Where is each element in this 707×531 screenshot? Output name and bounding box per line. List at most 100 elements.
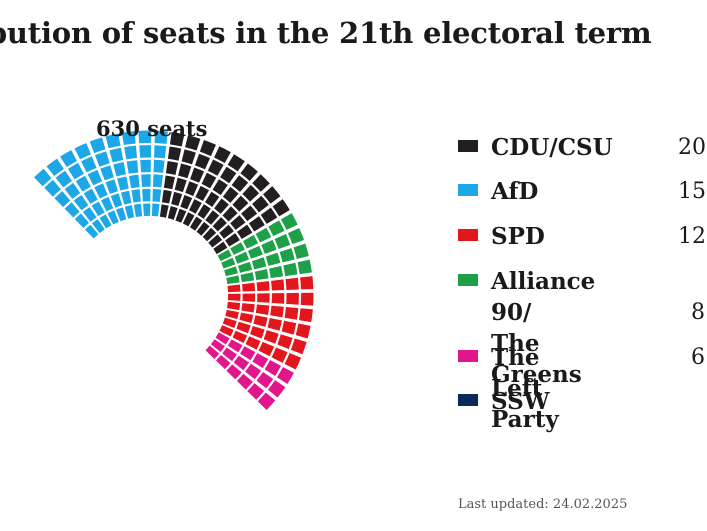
seat-block bbox=[154, 145, 167, 159]
legend-party-name: The Left Party bbox=[491, 344, 559, 433]
seat-block bbox=[234, 251, 249, 264]
seat-block bbox=[253, 315, 268, 327]
seat-block bbox=[205, 345, 220, 359]
seat-block bbox=[293, 243, 309, 259]
seat-block bbox=[287, 228, 305, 245]
seat-block bbox=[64, 202, 80, 218]
seat-block bbox=[85, 224, 99, 239]
seat-block bbox=[212, 179, 228, 196]
seat-block bbox=[255, 227, 272, 243]
seat-block bbox=[74, 142, 91, 160]
seat-block bbox=[250, 325, 265, 339]
seat-block bbox=[81, 156, 97, 173]
seat-block bbox=[105, 133, 121, 149]
seat-block bbox=[300, 292, 314, 306]
legend-party-name: Alliance 90/ The Greens bbox=[491, 268, 596, 388]
legend-party-name: SPD bbox=[491, 223, 545, 250]
seat-block bbox=[182, 212, 195, 227]
seat-block bbox=[205, 210, 220, 225]
seat-block bbox=[167, 146, 182, 161]
seat-block bbox=[219, 325, 234, 337]
seat-block bbox=[197, 204, 211, 219]
seat-block bbox=[255, 304, 270, 315]
seat-block bbox=[163, 175, 175, 190]
seat-block bbox=[245, 363, 262, 380]
seat-block bbox=[94, 183, 108, 199]
seat-block bbox=[64, 182, 81, 199]
seat-block bbox=[230, 215, 246, 230]
seat-block bbox=[227, 284, 241, 293]
legend-seat-count: 12 bbox=[678, 224, 706, 249]
seat-block bbox=[73, 194, 89, 211]
seat-block bbox=[268, 220, 285, 237]
seat-block bbox=[240, 272, 255, 283]
seat-block bbox=[152, 174, 163, 188]
seat-block bbox=[277, 334, 293, 350]
seat-block bbox=[227, 339, 243, 353]
seat-block bbox=[284, 353, 302, 370]
seat-block bbox=[297, 259, 312, 275]
seat-block bbox=[196, 221, 210, 236]
seat-block bbox=[159, 204, 169, 218]
seat-block bbox=[222, 347, 237, 362]
seat-block bbox=[260, 207, 278, 224]
seat-block bbox=[220, 166, 237, 184]
seat-block bbox=[131, 189, 141, 203]
legend-party-name: SSW bbox=[491, 388, 550, 415]
seat-block bbox=[299, 308, 313, 323]
seat-block bbox=[91, 219, 105, 234]
legend-swatch bbox=[458, 140, 478, 152]
seat-block bbox=[258, 341, 275, 357]
seat-block bbox=[283, 262, 298, 277]
seat-block bbox=[224, 266, 238, 277]
seat-block bbox=[151, 203, 160, 217]
seat-block bbox=[105, 179, 119, 194]
seat-block bbox=[271, 293, 285, 304]
seat-block bbox=[165, 160, 179, 175]
seat-block bbox=[252, 195, 269, 213]
seat-block bbox=[251, 257, 267, 270]
seat-block bbox=[267, 318, 282, 331]
seat-block bbox=[242, 282, 256, 292]
seat-block bbox=[239, 312, 254, 324]
seat-block bbox=[75, 175, 91, 192]
seat-block bbox=[284, 307, 299, 320]
legend-swatch bbox=[458, 184, 478, 196]
legend-swatch bbox=[458, 350, 478, 362]
seat-block bbox=[252, 353, 269, 369]
seat-block bbox=[100, 196, 114, 212]
seat-block bbox=[116, 207, 127, 222]
seat-block bbox=[248, 216, 265, 232]
seat-block bbox=[83, 188, 98, 204]
seat-block bbox=[256, 281, 270, 292]
seat-block bbox=[161, 189, 172, 204]
seat-block bbox=[94, 151, 110, 167]
seat-block bbox=[263, 330, 279, 344]
seat-block bbox=[126, 160, 139, 174]
seat-block bbox=[242, 184, 260, 202]
seat-block bbox=[241, 205, 258, 222]
seat-block bbox=[110, 193, 123, 208]
seat-block bbox=[143, 203, 151, 217]
seat-block bbox=[120, 190, 132, 205]
seat-block bbox=[185, 181, 199, 197]
legend-seat-count: 8 bbox=[691, 300, 705, 325]
seat-block bbox=[133, 203, 143, 217]
seat-block bbox=[221, 257, 236, 269]
seat-block bbox=[257, 293, 270, 303]
seat-block bbox=[236, 373, 253, 390]
seat-block bbox=[214, 146, 231, 164]
seat-block bbox=[171, 191, 183, 206]
seat-block bbox=[214, 198, 229, 214]
seat-block bbox=[207, 159, 224, 176]
seat-block bbox=[232, 330, 248, 344]
seat-block bbox=[82, 207, 97, 222]
legend-swatch bbox=[458, 394, 478, 406]
seat-block bbox=[252, 174, 270, 192]
seat-block bbox=[124, 205, 135, 219]
seat-block bbox=[219, 224, 234, 239]
legend-party-name: AfD bbox=[491, 178, 539, 205]
legend-seat-count: 15 bbox=[678, 179, 706, 204]
seat-block bbox=[281, 320, 297, 335]
seat-block bbox=[227, 293, 241, 301]
